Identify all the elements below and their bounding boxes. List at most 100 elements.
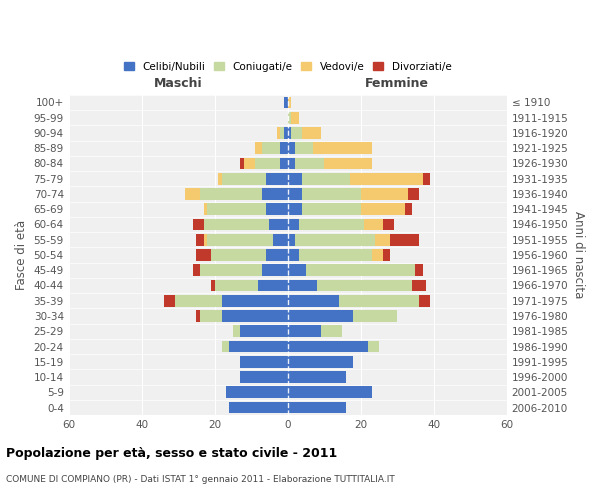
Bar (423, 173, 430, 184)
Bar (299, 249, 371, 261)
Bar (287, 142, 295, 154)
Bar (215, 280, 259, 291)
Y-axis label: Anni di nascita: Anni di nascita (572, 212, 585, 298)
Bar (229, 402, 287, 413)
Bar (350, 173, 423, 184)
Bar (302, 127, 320, 139)
Bar (218, 173, 222, 184)
Bar (280, 158, 287, 170)
Bar (368, 340, 379, 352)
Text: Popolazione per età, sesso e stato civile - 2011: Popolazione per età, sesso e stato civil… (6, 448, 337, 460)
Bar (302, 204, 361, 215)
Bar (204, 204, 208, 215)
Bar (419, 295, 430, 306)
Bar (193, 218, 204, 230)
Bar (277, 127, 280, 139)
Bar (302, 173, 350, 184)
Bar (262, 264, 287, 276)
Bar (240, 326, 287, 337)
Bar (299, 218, 364, 230)
Bar (226, 386, 287, 398)
Bar (266, 249, 287, 261)
Bar (229, 340, 287, 352)
Bar (313, 142, 371, 154)
Bar (317, 280, 412, 291)
Bar (222, 340, 229, 352)
Bar (292, 127, 302, 139)
Bar (287, 295, 339, 306)
Bar (295, 158, 324, 170)
Bar (262, 142, 280, 154)
Bar (200, 188, 262, 200)
Bar (287, 96, 292, 108)
Bar (222, 173, 266, 184)
Bar (233, 326, 240, 337)
Text: COMUNE DI COMPIANO (PR) - Dati ISTAT 1° gennaio 2011 - Elaborazione TUTTITALIA.I: COMUNE DI COMPIANO (PR) - Dati ISTAT 1° … (6, 476, 395, 484)
Bar (287, 371, 346, 383)
Bar (193, 264, 200, 276)
Bar (208, 204, 266, 215)
Bar (266, 204, 287, 215)
Bar (390, 234, 419, 245)
Bar (240, 356, 287, 368)
Bar (287, 218, 299, 230)
Bar (287, 280, 317, 291)
Bar (273, 234, 287, 245)
Bar (415, 264, 423, 276)
Bar (280, 127, 284, 139)
Bar (287, 386, 371, 398)
Bar (262, 188, 287, 200)
Bar (204, 218, 269, 230)
Bar (208, 234, 273, 245)
Bar (196, 249, 211, 261)
Bar (412, 280, 427, 291)
Bar (339, 295, 419, 306)
Bar (324, 158, 371, 170)
Bar (164, 295, 175, 306)
Bar (295, 142, 313, 154)
Bar (287, 249, 299, 261)
Bar (353, 310, 397, 322)
Bar (287, 234, 295, 245)
Bar (196, 234, 204, 245)
Bar (185, 188, 200, 200)
Bar (200, 310, 222, 322)
Bar (287, 204, 302, 215)
Bar (287, 188, 302, 200)
Bar (211, 249, 266, 261)
Bar (408, 188, 419, 200)
Bar (361, 188, 408, 200)
Bar (280, 142, 287, 154)
Bar (287, 173, 302, 184)
Bar (255, 158, 280, 170)
Bar (266, 173, 287, 184)
Y-axis label: Fasce di età: Fasce di età (15, 220, 28, 290)
Bar (287, 326, 320, 337)
Bar (292, 112, 299, 124)
Bar (376, 234, 390, 245)
Bar (259, 280, 287, 291)
Bar (302, 188, 361, 200)
Bar (240, 158, 244, 170)
Bar (222, 295, 287, 306)
Bar (383, 218, 394, 230)
Bar (295, 234, 376, 245)
Legend: Celibi/Nubili, Coniugati/e, Vedovi/e, Divorziati/e: Celibi/Nubili, Coniugati/e, Vedovi/e, Di… (121, 58, 455, 74)
Bar (383, 249, 390, 261)
Bar (222, 310, 287, 322)
Bar (287, 264, 306, 276)
Bar (287, 127, 292, 139)
Bar (196, 310, 200, 322)
Bar (255, 142, 262, 154)
Bar (371, 249, 383, 261)
Bar (287, 356, 353, 368)
Bar (284, 96, 287, 108)
Text: Maschi: Maschi (154, 78, 202, 90)
Bar (361, 204, 404, 215)
Bar (240, 371, 287, 383)
Bar (175, 295, 222, 306)
Bar (200, 264, 262, 276)
Bar (364, 218, 383, 230)
Text: Femmine: Femmine (365, 78, 429, 90)
Bar (287, 340, 368, 352)
